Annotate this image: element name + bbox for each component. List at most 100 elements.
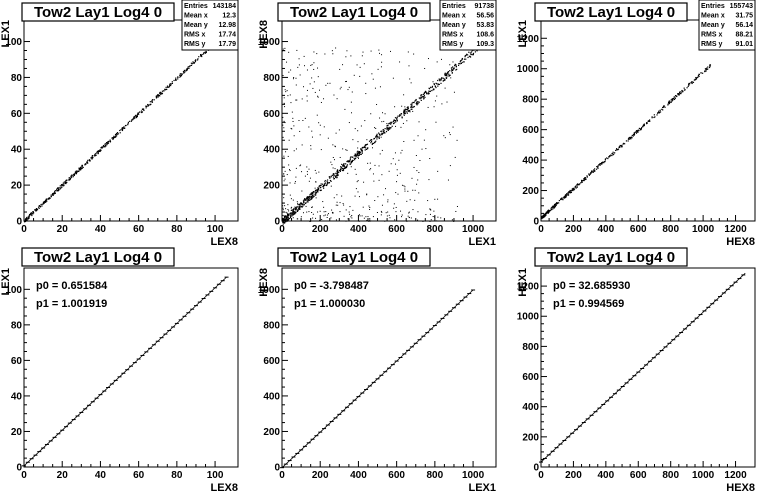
- scatter-point: [137, 112, 139, 114]
- scatter-point: [363, 146, 366, 149]
- scatter-point: [443, 78, 445, 80]
- scatter-point: [697, 74, 700, 77]
- y-tick-label: 400: [263, 391, 280, 402]
- scatter-point: [330, 176, 332, 178]
- scatter-point: [38, 205, 40, 207]
- y-tick-label: 1000: [258, 285, 281, 296]
- scatter-point: [47, 198, 49, 200]
- scatter-point: [396, 169, 398, 171]
- scatter-point: [433, 88, 435, 91]
- scatter-point: [662, 109, 664, 111]
- scatter-point: [306, 201, 308, 203]
- scatter-point: [153, 99, 155, 101]
- scatter-point: [433, 83, 435, 85]
- scatter-point: [564, 196, 566, 199]
- scatter-point: [62, 185, 65, 187]
- scatter-point: [289, 194, 291, 196]
- scatter-point: [669, 100, 671, 102]
- scatter-point: [59, 187, 61, 189]
- scatter-point: [318, 185, 320, 187]
- scatter-point: [625, 140, 628, 142]
- scatter-point: [575, 187, 577, 189]
- scatter-point: [425, 148, 427, 150]
- scatter-point: [164, 89, 167, 91]
- scatter-point: [375, 135, 377, 137]
- scatter-point: [307, 199, 310, 201]
- x-tick-label: 0: [538, 224, 544, 235]
- scatter-point: [386, 129, 388, 131]
- scatter-point: [437, 198, 439, 200]
- scatter-point: [362, 146, 364, 148]
- scatter-point: [353, 157, 355, 160]
- scatter-point: [619, 146, 621, 149]
- scatter-point: [127, 121, 130, 123]
- scatter-point: [416, 101, 418, 104]
- scatter-point: [440, 82, 442, 84]
- scatter-point: [395, 206, 397, 208]
- scatter-point: [287, 204, 289, 206]
- scatter-point: [337, 174, 339, 176]
- scatter-point: [35, 209, 37, 212]
- scatter-point: [307, 196, 310, 199]
- scatter-point: [199, 55, 202, 57]
- scatter-point: [78, 167, 80, 169]
- scatter-point: [159, 91, 161, 93]
- x-axis-title: LEX1: [468, 236, 496, 248]
- scatter-point: [547, 212, 549, 214]
- scatter-point: [173, 79, 175, 82]
- scatter-point: [453, 91, 455, 93]
- scatter-point: [378, 137, 380, 140]
- scatter-point: [612, 151, 614, 153]
- scatter-point: [577, 183, 579, 185]
- scatter-point: [369, 218, 371, 220]
- scatter-point: [403, 111, 405, 113]
- scatter-point: [437, 79, 439, 82]
- scatter-point: [301, 206, 303, 208]
- scatter-point: [611, 152, 613, 155]
- scatter-point: [331, 209, 333, 211]
- scatter-point: [298, 208, 300, 210]
- scatter-point: [435, 121, 437, 123]
- scatter-point: [610, 154, 612, 156]
- scatter-point: [346, 149, 348, 151]
- scatter-point: [115, 135, 118, 137]
- scatter-point: [472, 53, 474, 56]
- scatter-point: [635, 132, 638, 134]
- scatter-point: [285, 217, 288, 219]
- scatter-point: [316, 189, 318, 191]
- scatter-point: [369, 220, 371, 222]
- y-tick-label: 100: [5, 285, 22, 296]
- scatter-point: [54, 192, 56, 194]
- scatter-point: [603, 161, 605, 163]
- scatter-point: [186, 68, 188, 70]
- scatter-point: [91, 158, 93, 160]
- y-tick-label: 400: [522, 402, 539, 413]
- scatter-point: [342, 64, 344, 66]
- scatter-point: [468, 55, 470, 57]
- scatter-point: [326, 181, 328, 183]
- scatter-point: [324, 183, 326, 185]
- scatter-point: [314, 187, 316, 189]
- plot-frame: [281, 267, 497, 468]
- scatter-point: [286, 174, 288, 176]
- scatter-point: [289, 216, 292, 218]
- scatter-point: [400, 126, 402, 128]
- scatter-point: [343, 167, 345, 170]
- scatter-point: [28, 217, 30, 219]
- scatter-point: [461, 57, 463, 60]
- scatter-point: [340, 166, 343, 168]
- scatter-point: [349, 163, 352, 165]
- scatter-point: [37, 206, 40, 208]
- scatter-point: [357, 156, 359, 158]
- scatter-point: [297, 209, 299, 211]
- scatter-point: [303, 204, 305, 206]
- scatter-point: [351, 91, 353, 93]
- scatter-point: [433, 83, 435, 86]
- scatter-point: [326, 214, 328, 216]
- scatter-point: [554, 204, 557, 206]
- scatter-point: [145, 107, 147, 109]
- scatter-point: [352, 159, 354, 162]
- scatter-point: [378, 49, 380, 51]
- scatter-point: [314, 169, 316, 171]
- scatter-point: [450, 67, 453, 69]
